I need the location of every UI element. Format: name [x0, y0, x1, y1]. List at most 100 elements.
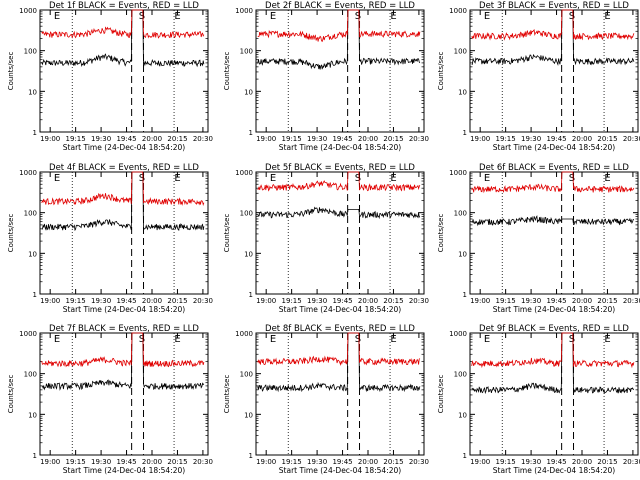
- marker-label-s: S: [355, 173, 361, 184]
- y-tick-label: 10: [28, 250, 37, 258]
- chart-title: Det 1f BLACK = Events, RED = LLD: [49, 1, 199, 11]
- x-tick-label: 20:30: [623, 297, 640, 305]
- y-tick-label: 100: [24, 48, 37, 56]
- marker-label-s: S: [139, 11, 145, 22]
- marker-label-e: E: [174, 11, 180, 22]
- x-tick-label: 19:00: [470, 135, 490, 143]
- series-line-events: [257, 206, 421, 220]
- x-tick-label: 19:45: [116, 135, 136, 143]
- series-line-lld: [41, 9, 205, 39]
- x-tick-label: 20:15: [383, 135, 403, 143]
- plot-frame: [469, 332, 639, 456]
- x-tick-label: 19:45: [546, 297, 566, 305]
- y-tick-label: 1: [463, 452, 467, 460]
- chart-title: Det 3f BLACK = Events, RED = LLD: [479, 1, 629, 11]
- chart-panel: Det 6f BLACK = Events, RED = LLD 1 10 100 10…: [437, 163, 640, 314]
- x-axis-label: Start Time (24-Dec-04 18:54:20): [493, 143, 615, 152]
- marker-label-e: E: [390, 334, 396, 345]
- y-tick-label: 1: [249, 291, 253, 299]
- x-axis-label: Start Time (24-Dec-04 18:54:20): [63, 466, 185, 475]
- x-tick-label: 19:30: [521, 297, 541, 305]
- x-axis-label: Start Time (24-Dec-04 18:54:20): [279, 466, 401, 475]
- x-tick-label: 20:15: [167, 135, 187, 143]
- x-tick-label: 20:00: [358, 297, 378, 305]
- series-line-events: [257, 332, 421, 393]
- y-tick-label: 1: [33, 452, 37, 460]
- y-tick-label: 10: [28, 411, 37, 419]
- x-axis-label: Start Time (24-Dec-04 18:54:20): [63, 143, 185, 152]
- x-tick-label: 20:15: [597, 458, 617, 466]
- series-line-lld: [471, 9, 635, 41]
- marker-label-e: E: [174, 173, 180, 184]
- x-tick-label: 19:15: [496, 297, 516, 305]
- x-tick-label: 19:30: [307, 458, 327, 466]
- plot-frame: [255, 332, 425, 456]
- chart-panel: Det 5f BLACK = Events, RED = LLD 1 10 100 10…: [223, 163, 429, 314]
- x-tick-label: 19:30: [521, 458, 541, 466]
- plot-frame: [255, 171, 425, 295]
- series-line-events: [257, 9, 421, 70]
- x-tick-label: 19:15: [282, 135, 302, 143]
- series-line-lld: [41, 332, 205, 368]
- y-tick-label: 10: [28, 88, 37, 96]
- chart-panel: Det 7f BLACK = Events, RED = LLD 1 10 100 10…: [7, 324, 213, 475]
- y-tick-label: 1000: [235, 7, 253, 15]
- chart-panel: Det 1f BLACK = Events, RED = LLD 1 10 100 10…: [7, 1, 213, 152]
- x-tick-label: 19:15: [496, 135, 516, 143]
- series-line-events: [471, 332, 634, 395]
- y-tick-label: 1000: [19, 169, 37, 177]
- plot-frame: [469, 9, 639, 133]
- x-tick-label: 20:30: [409, 458, 429, 466]
- marker-label-e: E: [54, 173, 60, 184]
- marker-label-e: E: [54, 334, 60, 345]
- marker-label-e: E: [484, 334, 490, 345]
- series-line-lld: [257, 171, 421, 192]
- chart-panel: Det 2f BLACK = Events, RED = LLD 1 10 100 10…: [223, 1, 429, 152]
- series-line-events: [471, 215, 634, 227]
- series-line-events: [41, 171, 205, 232]
- y-tick-label: 1000: [19, 330, 37, 338]
- y-tick-label: 1: [463, 291, 467, 299]
- marker-label-e: E: [604, 11, 610, 22]
- x-tick-label: 20:30: [193, 135, 213, 143]
- x-tick-label: 20:00: [142, 135, 162, 143]
- x-tick-label: 19:45: [332, 135, 352, 143]
- chart-title: Det 4f BLACK = Events, RED = LLD: [49, 163, 199, 173]
- chart-panel: Det 3f BLACK = Events, RED = LLD 1 10 100 10…: [437, 1, 640, 152]
- marker-label-s: S: [355, 11, 361, 22]
- x-tick-label: 19:00: [40, 458, 60, 466]
- series-line-events: [41, 332, 205, 391]
- x-tick-label: 19:30: [91, 297, 111, 305]
- y-tick-label: 1: [249, 452, 253, 460]
- x-tick-label: 19:30: [307, 297, 327, 305]
- x-tick-label: 19:30: [307, 135, 327, 143]
- x-tick-label: 19:45: [546, 135, 566, 143]
- y-tick-label: 10: [458, 250, 467, 258]
- y-tick-label: 10: [458, 88, 467, 96]
- series-line-events: [41, 9, 205, 68]
- marker-label-s: S: [139, 173, 145, 184]
- y-tick-label: 100: [240, 48, 253, 56]
- y-tick-label: 100: [454, 48, 467, 56]
- x-tick-label: 20:30: [193, 297, 213, 305]
- marker-label-s: S: [569, 11, 575, 22]
- x-tick-label: 19:30: [91, 135, 111, 143]
- x-axis-label: Start Time (24-Dec-04 18:54:20): [493, 466, 615, 475]
- x-tick-label: 20:00: [572, 297, 592, 305]
- chart-title: Det 8f BLACK = Events, RED = LLD: [265, 324, 415, 334]
- y-tick-label: 1000: [19, 7, 37, 15]
- marker-label-e: E: [390, 11, 396, 22]
- x-tick-label: 19:00: [470, 458, 490, 466]
- x-axis-label: Start Time (24-Dec-04 18:54:20): [279, 143, 401, 152]
- x-tick-label: 19:15: [282, 458, 302, 466]
- y-tick-label: 1000: [449, 7, 467, 15]
- marker-label-e: E: [54, 11, 60, 22]
- x-tick-label: 20:15: [597, 297, 617, 305]
- y-tick-label: 1000: [449, 330, 467, 338]
- chart-title: Det 6f BLACK = Events, RED = LLD: [479, 163, 629, 173]
- x-tick-label: 20:30: [623, 458, 640, 466]
- y-axis-label: Counts/sec: [437, 214, 445, 253]
- x-tick-label: 19:00: [40, 297, 60, 305]
- y-tick-label: 10: [244, 250, 253, 258]
